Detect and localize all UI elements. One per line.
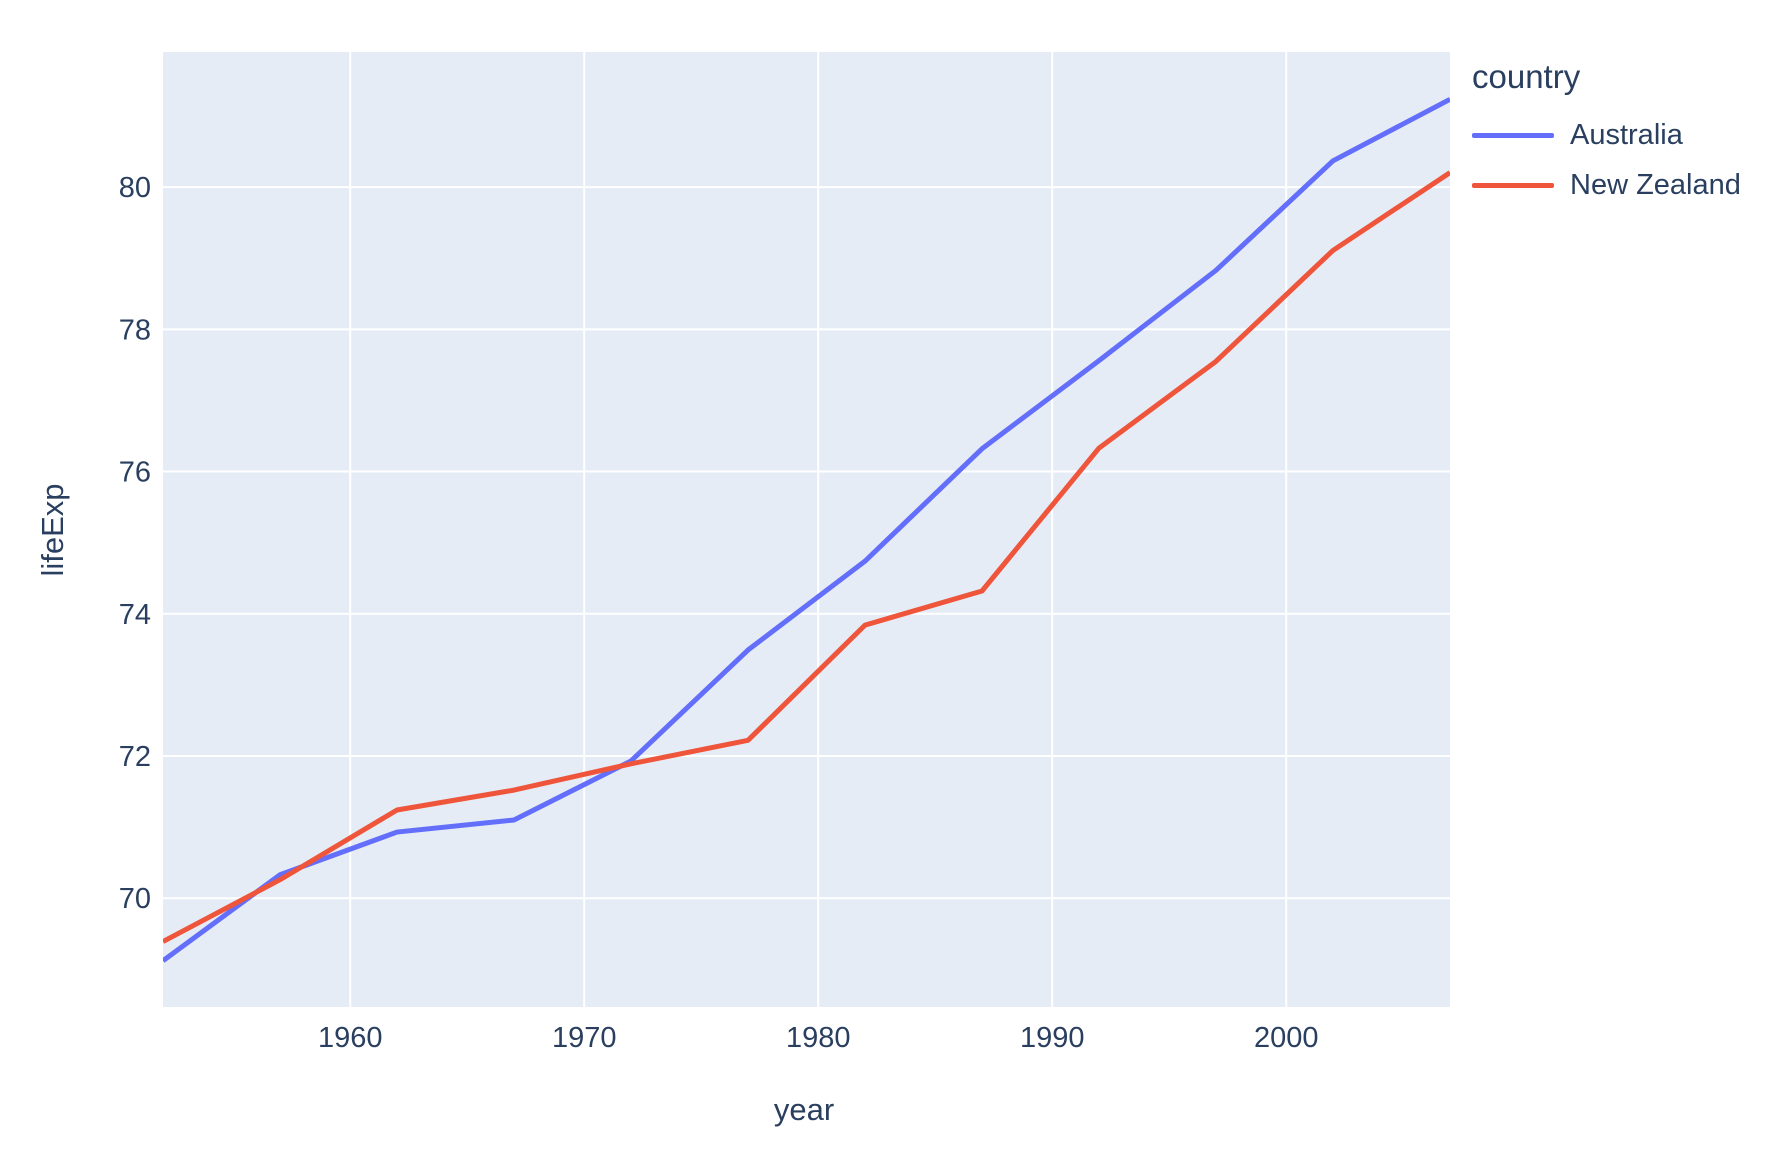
australia-line[interactable]	[163, 97, 1450, 963]
legend-label-new-zealand: New Zealand	[1570, 168, 1741, 201]
x-tick-label: 1990	[1020, 1022, 1085, 1054]
y-tick-label: 76	[119, 457, 151, 489]
new-zealand-line-swatch	[1472, 182, 1554, 188]
legend-title: country	[1472, 58, 1581, 95]
y-tick-label: 74	[119, 599, 151, 631]
plot-background	[163, 52, 1450, 1007]
x-tick-label: 1980	[786, 1022, 851, 1054]
x-tick-label: 1960	[318, 1022, 383, 1054]
legend-label-australia: Australia	[1570, 118, 1683, 151]
y-tick-label: 80	[119, 172, 151, 204]
y-tick-label: 70	[119, 883, 151, 915]
x-tick-label: 1970	[552, 1022, 617, 1054]
australia-line-swatch	[1472, 132, 1554, 138]
new-zealand-line[interactable]	[163, 170, 1450, 944]
x-axis-title: year	[773, 1092, 835, 1127]
x-tick-label: 2000	[1254, 1022, 1319, 1054]
legend: country Australia New Zealand	[1472, 58, 1741, 210]
legend-item-new-zealand[interactable]: New Zealand	[1472, 160, 1741, 210]
y-axis-title: lifeExp	[35, 483, 70, 577]
y-tick-label: 72	[119, 741, 151, 773]
legend-item-australia[interactable]: Australia	[1472, 110, 1741, 160]
y-tick-label: 78	[119, 314, 151, 346]
